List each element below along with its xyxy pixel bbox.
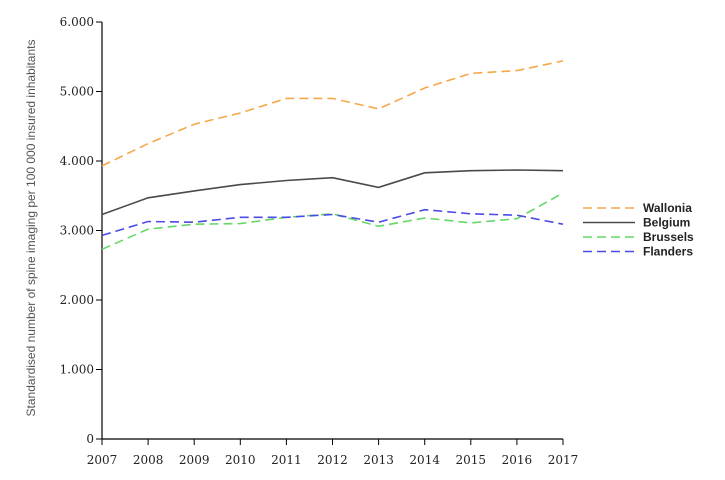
- x-tick-label: 2011: [271, 453, 302, 467]
- x-tick-label: 2008: [133, 453, 164, 467]
- series-line-wallonia: [101, 60, 564, 167]
- legend-label-brussels: Brussels: [643, 230, 694, 244]
- x-tick-label: 2013: [363, 453, 394, 467]
- x-tick-label: 2010: [225, 453, 256, 467]
- y-tick-label: 6.000: [60, 15, 94, 29]
- series-line-flanders: [101, 208, 564, 237]
- x-tick-label: 2014: [409, 453, 440, 467]
- y-tick-label: 5.000: [60, 85, 94, 99]
- y-tick-label: 4.000: [60, 154, 94, 168]
- x-tick-label: 2015: [456, 453, 487, 467]
- y-tick-label: 0: [86, 432, 94, 446]
- legend-label-belgium: Belgium: [643, 216, 690, 230]
- series-layer: [101, 60, 564, 251]
- series-line-belgium: [101, 169, 564, 216]
- legend-label-flanders: Flanders: [643, 245, 693, 259]
- axes: 0 1.000 2.000 3.000 4.000 5.000 6.000 2007 2008 2…: [60, 15, 579, 467]
- y-tick-label: 1.000: [60, 363, 94, 377]
- x-tick-label: 2007: [87, 453, 118, 467]
- legend-label-wallonia: Wallonia: [643, 201, 692, 215]
- x-tick-label: 2012: [317, 453, 348, 467]
- y-axis-label: Standardised number of spine imaging per…: [24, 40, 38, 417]
- y-tick-label: 3.000: [60, 224, 94, 238]
- x-tick-label: 2017: [548, 453, 579, 467]
- x-tick-label: 2016: [502, 453, 533, 467]
- y-tick-label: 2.000: [60, 293, 94, 307]
- x-tick-label: 2009: [179, 453, 210, 467]
